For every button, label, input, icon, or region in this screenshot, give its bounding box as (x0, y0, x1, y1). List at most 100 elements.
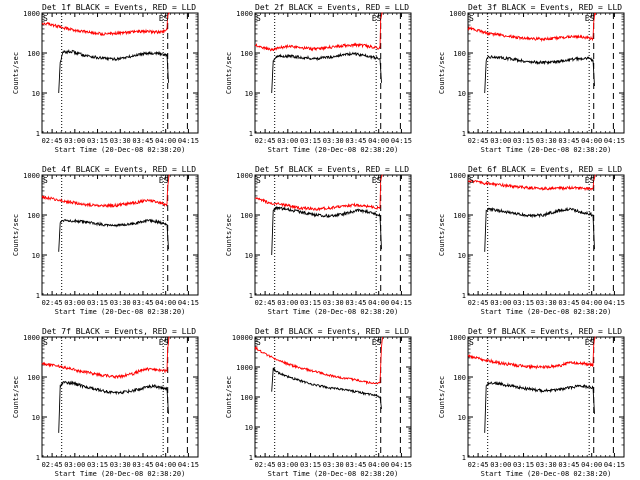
x-tick-label: 02:45 (468, 461, 489, 469)
series-line-events (58, 218, 169, 252)
y-axis-label: Counts/sec (12, 376, 20, 418)
plot-frame (254, 12, 412, 134)
start-marker-glyph: S (256, 338, 261, 347)
y-tick-label: 1000 (449, 10, 466, 18)
x-tick-label: 03:30 (536, 461, 557, 469)
x-tick-label: 04:00 (368, 137, 389, 145)
y-tick-label: 10 (245, 252, 253, 260)
y-tick-label: 1 (249, 454, 253, 462)
plot-frame (41, 12, 199, 134)
x-axis-label: Start Time (20-Dec-08 02:38:20) (481, 308, 612, 316)
x-tick-label: 03:15 (300, 299, 321, 307)
y-tick-label: 100 (453, 374, 466, 382)
x-tick-label: 04:15 (178, 137, 199, 145)
y-tick-label: 1000 (23, 10, 40, 18)
y-tick-label: 10 (245, 424, 253, 432)
x-axis-label: Start Time (20-Dec-08 02:38:20) (481, 470, 612, 478)
series-line-lld (254, 12, 383, 52)
panel-det-4: Det 4f BLACK = Events, RED = LLD 1 10 100 10… (12, 165, 199, 316)
y-axis-label: Counts/sec (225, 214, 233, 256)
x-tick-label: 03:15 (513, 137, 534, 145)
x-tick-label: 04:00 (581, 461, 602, 469)
end-marker-glyph: ES (372, 14, 382, 23)
panel-title: Det 2f BLACK = Events, RED = LLD (255, 3, 409, 12)
series-line-events (484, 206, 595, 252)
x-tick-label: 04:00 (581, 299, 602, 307)
panel-title: Det 4f BLACK = Events, RED = LLD (42, 165, 196, 174)
y-tick-label: 1000 (236, 172, 253, 180)
y-tick-label: 100 (240, 50, 253, 58)
x-tick-label: 04:15 (604, 299, 625, 307)
panel-det-9: Det 9f BLACK = Events, RED = LLD 1 10 100 10… (438, 327, 625, 478)
panel-det-7: Det 7f BLACK = Events, RED = LLD 1 10 100 10… (12, 327, 199, 478)
y-tick-label: 1 (462, 130, 466, 138)
x-axis-label: Start Time (20-Dec-08 02:38:20) (481, 146, 612, 154)
series-line-events (58, 49, 169, 94)
panel-title: Det 9f BLACK = Events, RED = LLD (468, 327, 622, 336)
x-tick-label: 03:00 (490, 137, 511, 145)
x-tick-label: 04:15 (178, 299, 199, 307)
series-line-lld (467, 174, 596, 192)
x-tick-label: 03:30 (110, 461, 131, 469)
y-tick-label: 100 (27, 374, 40, 382)
plot-frame (254, 174, 412, 296)
x-tick-label: 03:45 (132, 137, 153, 145)
x-tick-label: 03:00 (277, 299, 298, 307)
y-tick-label: 1 (462, 292, 466, 300)
x-tick-label: 03:15 (87, 299, 108, 307)
x-axis-label: Start Time (20-Dec-08 02:38:20) (55, 146, 186, 154)
x-axis-label: Start Time (20-Dec-08 02:38:20) (268, 308, 399, 316)
plot-frame (41, 336, 199, 458)
x-axis-label: Start Time (20-Dec-08 02:38:20) (268, 146, 399, 154)
series-line-events (484, 381, 595, 433)
x-tick-label: 04:00 (155, 299, 176, 307)
start-marker-glyph: S (43, 14, 48, 23)
x-tick-label: 03:45 (558, 137, 579, 145)
start-marker-glyph: S (43, 176, 48, 185)
x-axis-label: Start Time (20-Dec-08 02:38:20) (268, 470, 399, 478)
end-marker-glyph: ES (585, 176, 595, 185)
x-tick-label: 02:45 (468, 137, 489, 145)
series-line-events (484, 55, 595, 94)
x-tick-label: 03:30 (536, 137, 557, 145)
series-line-events (271, 367, 382, 409)
start-marker-glyph: S (469, 176, 474, 185)
y-tick-label: 1000 (23, 334, 40, 342)
x-tick-label: 02:45 (42, 299, 63, 307)
x-tick-label: 04:15 (604, 461, 625, 469)
y-tick-label: 1000 (449, 334, 466, 342)
y-tick-label: 10000 (232, 334, 253, 342)
plot-frame (467, 336, 625, 458)
panel-title: Det 7f BLACK = Events, RED = LLD (42, 327, 196, 336)
series-line-events (271, 51, 382, 94)
y-tick-label: 1 (36, 454, 40, 462)
end-marker-glyph: ES (372, 176, 382, 185)
x-tick-label: 04:00 (155, 461, 176, 469)
start-marker-glyph: S (469, 338, 474, 347)
y-tick-label: 1 (36, 130, 40, 138)
x-tick-label: 02:45 (255, 461, 276, 469)
y-axis-label: Counts/sec (12, 52, 20, 94)
panel-det-8: Det 8f BLACK = Events, RED = LLD 1 10 100 10… (225, 327, 412, 478)
y-tick-label: 100 (240, 212, 253, 220)
x-tick-label: 03:45 (345, 299, 366, 307)
start-marker-glyph: S (469, 14, 474, 23)
end-marker-glyph: ES (159, 14, 169, 23)
y-axis-label: Counts/sec (12, 214, 20, 256)
end-marker-glyph: ES (159, 338, 169, 347)
series-line-lld (254, 174, 383, 212)
panel-det-1: Det 1f BLACK = Events, RED = LLD 1 10 100 10… (12, 3, 199, 154)
plot-frame (41, 174, 199, 296)
end-marker-glyph: ES (159, 176, 169, 185)
x-tick-label: 03:15 (87, 137, 108, 145)
x-tick-label: 03:30 (110, 299, 131, 307)
series-line-lld (254, 336, 384, 386)
series-line-lld (41, 12, 170, 37)
x-tick-label: 03:00 (64, 137, 85, 145)
plot-frame (467, 12, 625, 134)
y-tick-label: 100 (453, 50, 466, 58)
y-tick-label: 100 (27, 50, 40, 58)
panel-title: Det 6f BLACK = Events, RED = LLD (468, 165, 622, 174)
x-tick-label: 03:45 (132, 461, 153, 469)
y-tick-label: 10 (32, 252, 40, 260)
